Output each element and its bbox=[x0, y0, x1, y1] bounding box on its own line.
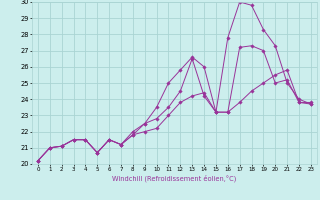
X-axis label: Windchill (Refroidissement éolien,°C): Windchill (Refroidissement éolien,°C) bbox=[112, 175, 236, 182]
